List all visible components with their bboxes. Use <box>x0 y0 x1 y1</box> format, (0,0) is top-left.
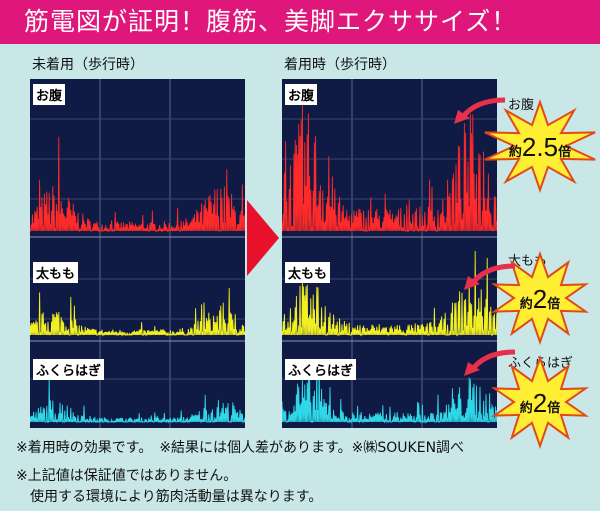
series-label: お腹 <box>285 84 318 105</box>
curved-arrow-icon <box>454 97 506 124</box>
series-label: ふくらはぎ <box>33 359 105 380</box>
curved-arrow-icon <box>464 263 516 290</box>
note-1: ※着用時の効果です。 ※結果には個人差があります。※㈱SOUKEN調べ <box>16 440 465 456</box>
page-title: 筋電図が証明！腹筋、美脚エクササイズ！ <box>0 0 600 44</box>
note-3: 使用する環境により筋肉活動量は異なります。 <box>16 489 323 505</box>
svg-text:約2.5倍: 約2.5倍 <box>509 132 571 162</box>
emg-trace-0 <box>30 136 245 233</box>
emg-panel-after: お腹 太もも ふくらはぎ <box>282 79 497 428</box>
badge-label: お腹 <box>508 98 535 113</box>
emg-chart-before <box>30 79 245 428</box>
series-label: ふくらはぎ <box>285 359 357 380</box>
emg-panel-before: お腹 太もも ふくらはぎ <box>30 79 245 428</box>
series-label: 太もも <box>33 262 79 283</box>
caption-before: 未着用（歩行時） <box>32 57 144 73</box>
series-label: 太もも <box>285 262 331 283</box>
emg-trace-2 <box>30 376 245 424</box>
starburst-badge: 約2.5倍 <box>480 98 600 198</box>
svg-text:約2倍: 約2倍 <box>520 284 561 314</box>
starburst-badge: 約2倍 <box>480 354 600 454</box>
right-arrow-icon <box>247 200 279 276</box>
caption-after: 着用時（歩行時） <box>284 57 396 73</box>
emg-trace-1 <box>282 250 497 337</box>
starburst-badge: 約2倍 <box>480 250 600 350</box>
emg-trace-2 <box>282 359 497 424</box>
svg-text:約2倍: 約2倍 <box>520 388 561 418</box>
emg-chart-after <box>282 79 497 428</box>
note-2: ※上記値は保証値ではありません。 <box>16 468 238 484</box>
curved-arrow-icon <box>464 349 516 376</box>
emg-trace-0 <box>282 103 497 233</box>
series-label: お腹 <box>33 84 66 105</box>
emg-trace-1 <box>30 287 245 337</box>
